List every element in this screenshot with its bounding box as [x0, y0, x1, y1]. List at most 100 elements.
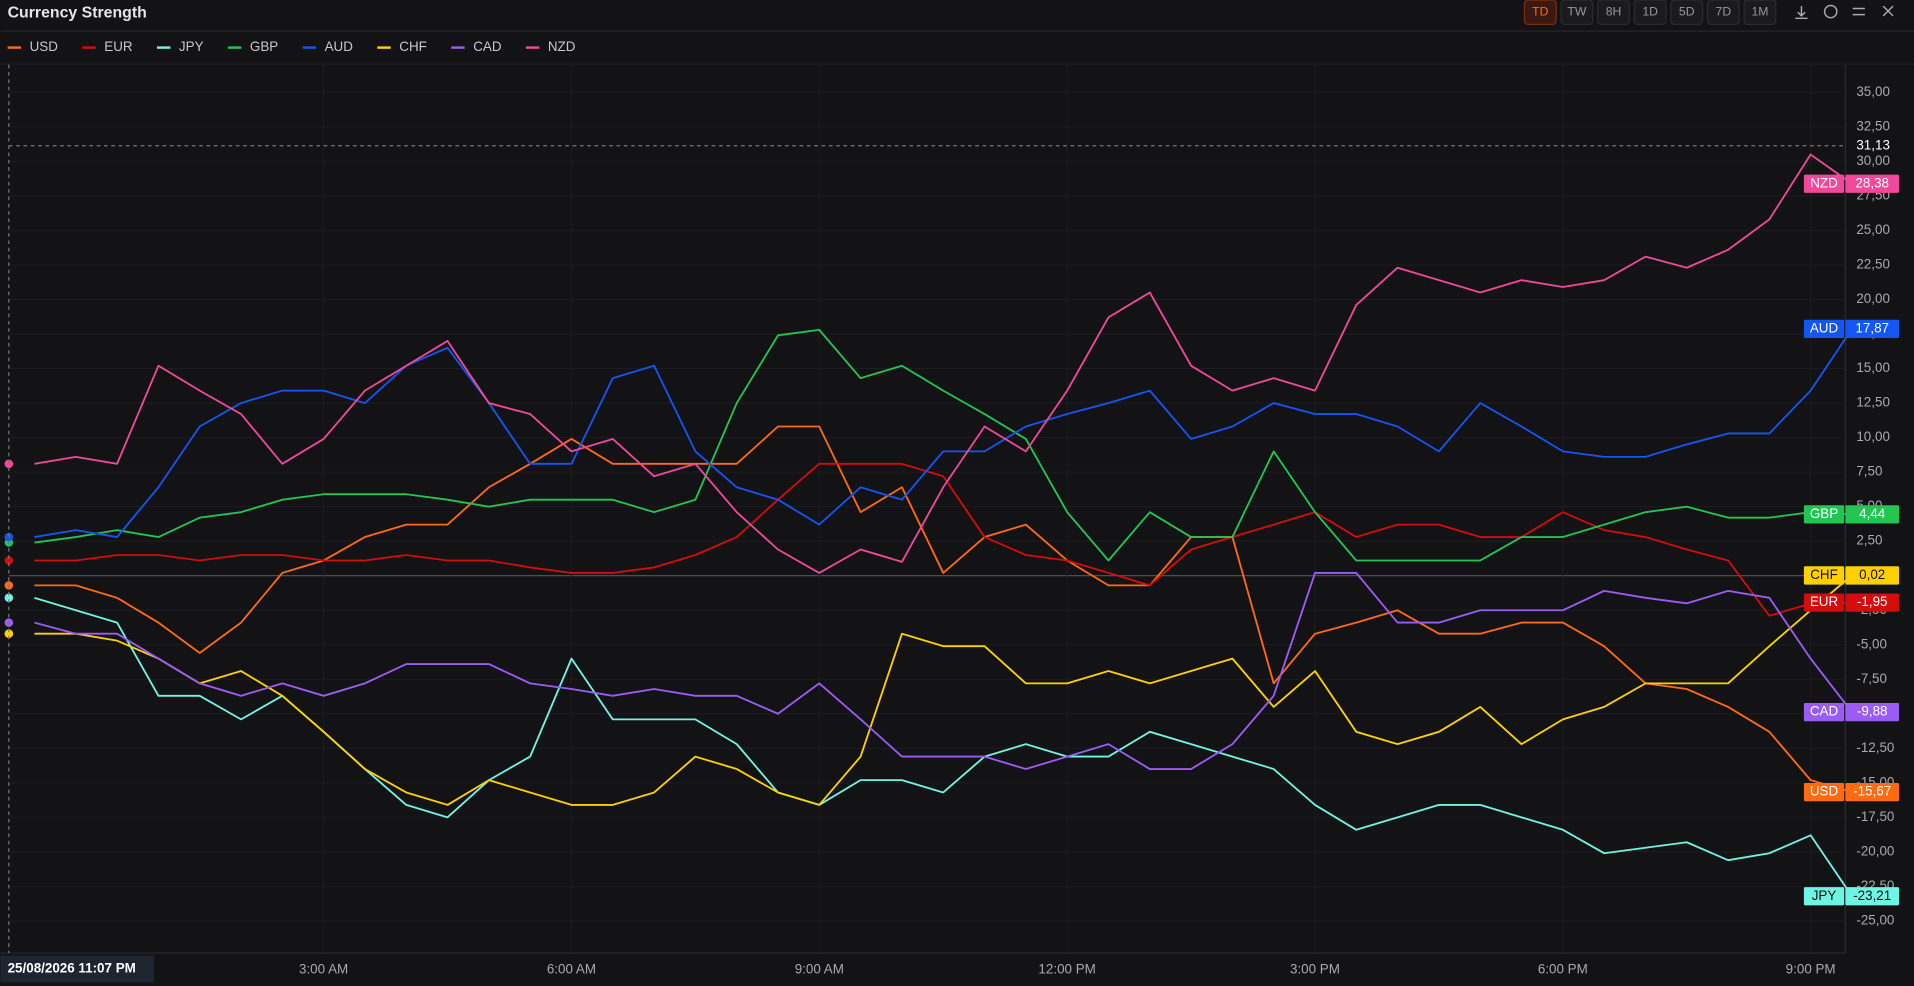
y-tick-label: 22,50 [1856, 256, 1890, 271]
badge-value-bg [1845, 319, 1900, 339]
badge-name-bg [1803, 702, 1845, 722]
crosshair-label: 31,13 [1856, 137, 1890, 152]
x-tick-label: 6:00 AM [547, 962, 596, 977]
badge-name-bg [1803, 174, 1845, 193]
badge-name: USD [1810, 784, 1839, 799]
badge-name: CAD [1810, 704, 1839, 719]
legend-label: CHF [399, 39, 427, 54]
badge-value: -1,95 [1857, 594, 1888, 609]
lines [4, 153, 1853, 897]
range-button[interactable] [1743, 0, 1777, 26]
range-button[interactable] [1633, 0, 1667, 26]
badge-name-bg [1803, 505, 1845, 524]
y-tick-label: 12,50 [1856, 395, 1890, 410]
badge-name-bg [1803, 319, 1845, 339]
start-dot [4, 629, 14, 638]
y-tick-label: 32,50 [1856, 118, 1890, 133]
legend-label: JPY [179, 39, 204, 54]
range-button-label[interactable]: 1M [1751, 4, 1768, 18]
start-dot [4, 593, 14, 603]
legend-label: AUD [325, 39, 354, 54]
range-button-label[interactable]: TW [1567, 4, 1586, 18]
title: Currency Strength [8, 5, 147, 22]
overlay: 31,13 25/08/2026 11:07 PM USD -15,67 EUR -1,9… [0, 64, 1900, 983]
range-button-label[interactable]: 7D [1716, 4, 1732, 18]
series-line [34, 462, 1852, 617]
y-tick-label: -17,50 [1856, 809, 1894, 824]
badge-value-bg [1845, 702, 1900, 722]
y-tick-label: -5,00 [1856, 636, 1887, 651]
range-button[interactable] [1706, 0, 1740, 26]
crosshair-time-bg [0, 955, 155, 983]
range-button[interactable] [1523, 0, 1557, 26]
range-button-label[interactable]: 1D [1642, 4, 1658, 18]
x-tick-label: 9:00 AM [795, 962, 844, 977]
legend-label: EUR [104, 39, 133, 54]
y-tick-label: 20,00 [1856, 291, 1890, 306]
range-button[interactable] [1597, 0, 1630, 26]
x-tick-label: 12:00 PM [1038, 962, 1095, 977]
badge-value: 4,44 [1859, 506, 1886, 521]
series-line [34, 425, 1853, 793]
badge-value: 28,38 [1855, 175, 1889, 190]
y-tick-label: -12,50 [1856, 740, 1894, 755]
y-tick-label: 30,00 [1856, 153, 1890, 168]
badge-value: 0,02 [1859, 567, 1885, 582]
series-line [34, 153, 1853, 574]
x-tick-label: 3:00 AM [299, 962, 348, 977]
legend: USD EUR JPY GBP AUD CHF CAD NZD [7, 39, 576, 54]
legend-label: NZD [548, 39, 576, 54]
badge-name: CHF [1810, 567, 1838, 582]
legend-label: GBP [250, 39, 278, 54]
y-tick-label: -25,00 [1856, 913, 1894, 928]
badge-value: -9,88 [1857, 704, 1888, 719]
y-tick-label: 15,00 [1856, 360, 1890, 375]
series-line [34, 572, 1853, 770]
series-line [34, 328, 1853, 562]
settings-icon[interactable] [1852, 7, 1865, 16]
badge-name: EUR [1810, 594, 1839, 609]
help-icon[interactable] [1823, 4, 1838, 19]
legend-label: CAD [473, 39, 502, 54]
badge-value: -15,67 [1853, 784, 1891, 799]
y-tick-label: -20,00 [1856, 843, 1894, 858]
y-tick-label: 25,00 [1856, 222, 1890, 237]
download-icon[interactable] [1795, 6, 1808, 20]
range-button-label[interactable]: 8H [1606, 4, 1622, 18]
badge-value: 17,87 [1855, 320, 1889, 335]
range-button-label[interactable]: 5D [1679, 4, 1695, 18]
badge-name-bg [1803, 782, 1845, 802]
badge-value-bg [1845, 174, 1900, 193]
range-button[interactable] [1670, 0, 1704, 26]
start-dot [4, 532, 14, 542]
badge-value-bg [1845, 887, 1900, 906]
badge-name: NZD [1810, 175, 1838, 190]
range-button-label[interactable]: TD [1532, 4, 1548, 18]
badge-name-bg [1803, 566, 1845, 585]
close-icon[interactable] [1882, 5, 1894, 17]
badge-name-bg [1803, 593, 1845, 612]
button-group: TD TW 8H 1D 5D 7D 1M [1523, 0, 1777, 26]
y-tick-label: -7,50 [1856, 671, 1887, 686]
x-tick-label: 6:00 PM [1538, 962, 1588, 977]
badge-name-bg [1803, 887, 1845, 906]
start-dot [4, 459, 14, 469]
crosshair-time: 25/08/2026 11:07 PM [8, 960, 136, 975]
y-tick-label: 35,00 [1856, 84, 1890, 99]
range-button[interactable] [1560, 0, 1594, 26]
y-tick-label: 2,50 [1856, 533, 1882, 548]
badge-value-bg [1845, 505, 1900, 524]
badge-name: GBP [1810, 506, 1838, 521]
series-line [34, 328, 1853, 538]
y-tick-label: 10,00 [1856, 429, 1890, 444]
badge-name: JPY [1812, 888, 1837, 903]
x-tick-label: 9:00 PM [1786, 962, 1836, 977]
x-tick-label: 3:00 PM [1290, 962, 1340, 977]
badge-value: -23,21 [1853, 888, 1891, 903]
legend-label: USD [30, 39, 59, 54]
y-tick-label: 7,50 [1856, 464, 1882, 479]
badge-value-bg [1845, 566, 1900, 585]
